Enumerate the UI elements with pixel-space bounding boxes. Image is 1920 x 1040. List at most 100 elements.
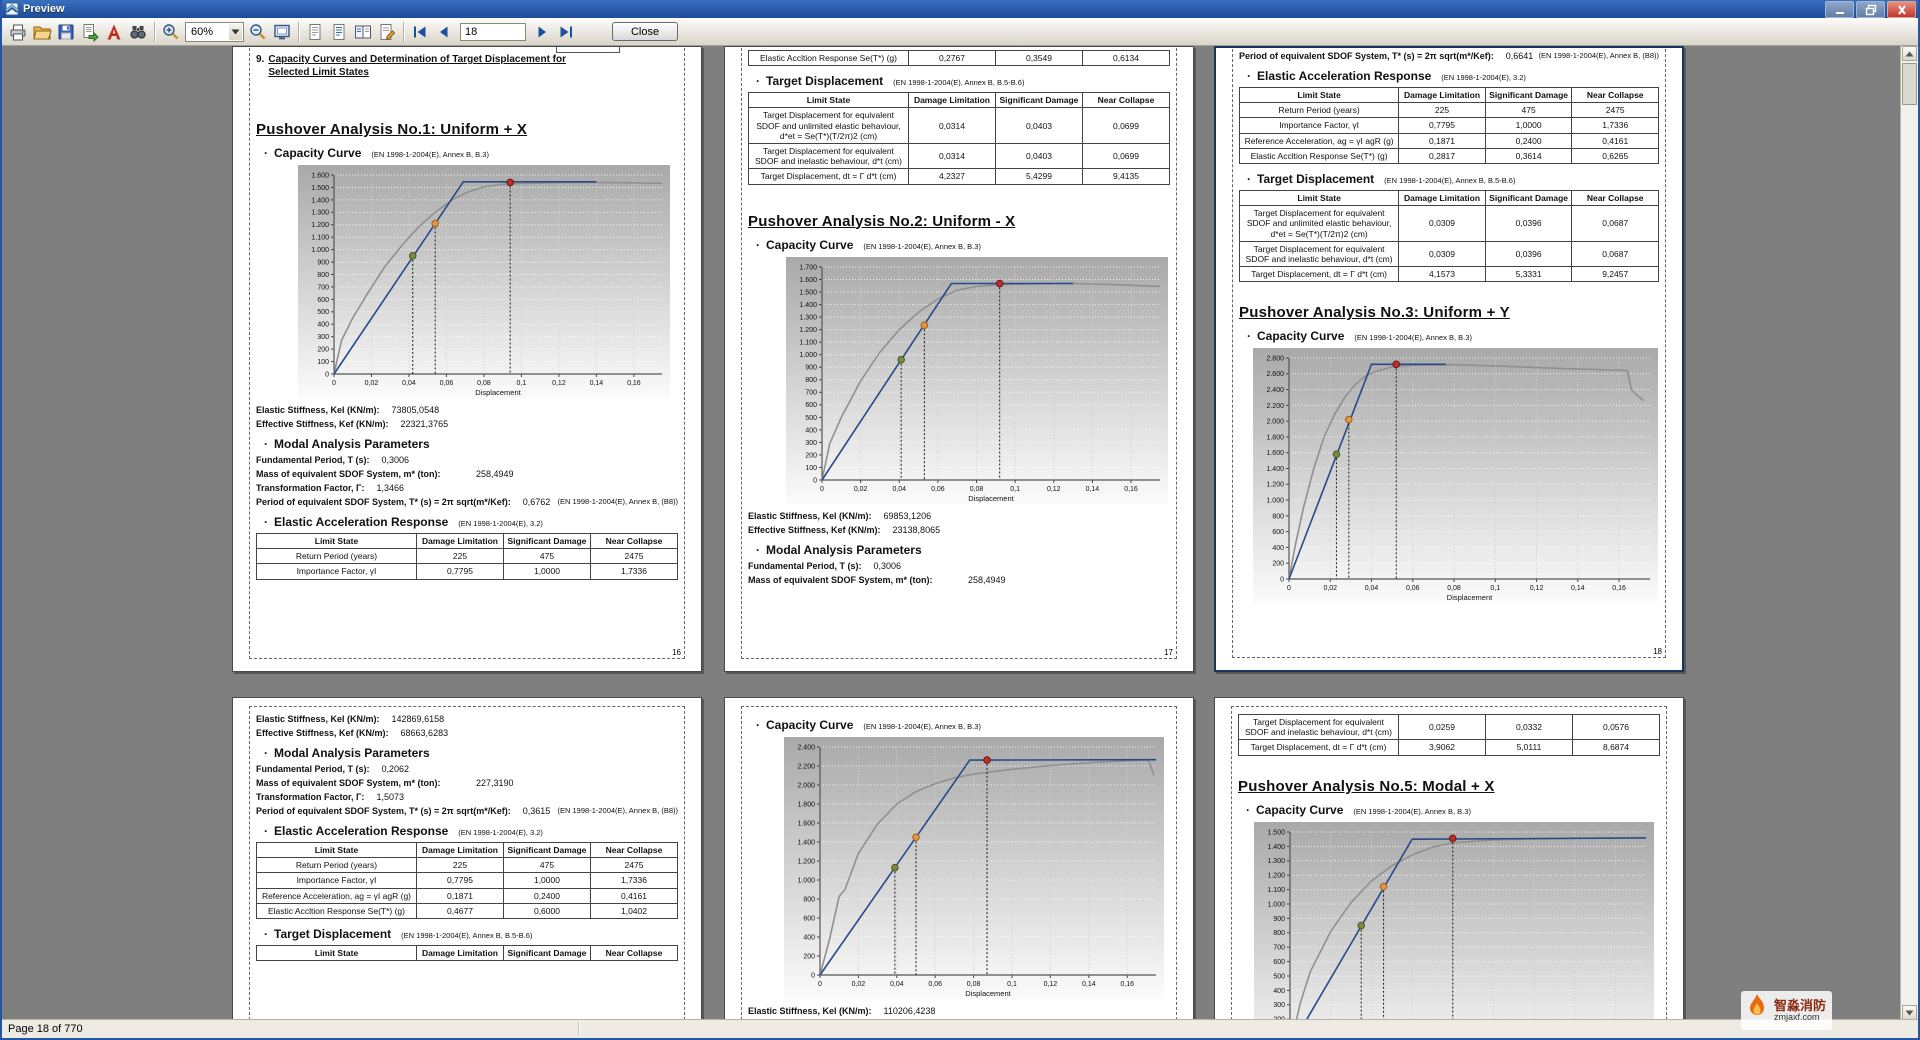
marker-damage-limitation [891,863,899,872]
find-button[interactable] [126,20,150,44]
continuous-view-button[interactable] [327,20,351,44]
scrollbar-thumb[interactable] [1902,63,1917,105]
section-heading: 9. Capacity Curves and Determination of T… [256,54,678,79]
save-button[interactable] [54,20,78,44]
value-cell: 0,7795 [415,563,504,580]
vertical-scrollbar[interactable] [1900,46,1918,1020]
page-18[interactable]: 18 (EN 1998-1-2004(E), Annex B, (B8)) Peri… [1214,46,1684,672]
minimize-button[interactable] [1825,1,1854,18]
svg-text:1.400: 1.400 [1266,466,1284,473]
page-number-input[interactable] [460,22,526,41]
svg-text:1.300: 1.300 [799,314,817,321]
chart-container: 0 200 400 600 800 1.000 1.200 1.400 1.600 1.800 2.… [784,737,1170,1001]
value-cell: 1,0000 [502,563,591,580]
table-row: Importance Factor, γI 0,7795 1,0000 1,7336 [256,872,679,889]
facing-pages-view-button[interactable] [351,20,375,44]
value-cell: 0,1871 [1398,132,1486,149]
code-reference: (EN 1998-1-2004(E), Annex B, B.3) [863,241,981,251]
table-header-cell: Near Collapse [589,944,679,962]
zoom-select[interactable]: 60% [185,21,244,42]
export-button[interactable] [78,20,102,44]
row-label-cell: Elastic Accltion Response Se(T*) (g) [256,902,417,919]
value-cell: 0,2767 [907,49,996,67]
close-preview-button[interactable]: Close [612,22,678,41]
svg-text:2.400: 2.400 [1266,387,1284,394]
subsection-heading: · Target Displacement (EN 1998-1-2004(E), … [264,927,678,941]
chevron-down-icon[interactable] [229,23,242,40]
fit-page-button[interactable] [270,20,294,44]
svg-text:400: 400 [1273,987,1285,994]
pdf-button[interactable] [102,20,126,44]
page-5[interactable]: · Capacity Curve (EN 1998-1-2004(E), Annex… [724,697,1194,1020]
marker-significant-damage [920,320,929,329]
zoom-out-button[interactable] [246,20,270,44]
page-content: 9. Capacity Curves and Determination of T… [250,47,684,658]
scroll-down-icon[interactable] [1902,1005,1917,1020]
print-button[interactable] [6,20,30,44]
table-header-cell: Damage Limitation [415,532,504,550]
svg-text:800: 800 [803,896,815,903]
subsection-heading: · Elastic Acceleration Response (EN 1998-1… [1247,69,1659,83]
row-label-cell: Return Period (years) [256,548,417,565]
value-cell: 1,0000 [1484,117,1573,134]
maximize-button[interactable] [1856,1,1885,18]
table-row: Return Period (years) 225 475 2475 [256,857,679,874]
value-cell: 0,0332 [1484,713,1573,741]
table-row: Target Displacement for equivalent SDOF … [1238,240,1659,268]
value-cell: 2475 [589,857,679,874]
subsection-title: Modal Analysis Parameters [766,542,922,557]
zoom-value: 60% [191,25,214,38]
code-reference: (EN 1998-1-2004(E), Annex B, B.5-B.6) [1384,175,1516,185]
page-16[interactable]: 16 9. Capacity Curves and Determination of… [232,46,702,672]
svg-text:500: 500 [805,414,817,421]
page-17[interactable]: 17 Elastic Accltion Response Se(T*) (g) 0,… [724,46,1194,672]
close-window-button[interactable] [1887,1,1916,18]
parameter-row: (EN 1998-1-2004(E), Annex B, (B8)) Period… [256,497,678,507]
svg-text:0: 0 [1287,585,1291,592]
statusbar-separator [578,1022,579,1036]
subsection-heading: · Elastic Acceleration Response (EN 1998-1… [264,824,678,838]
last-page-button[interactable] [554,20,578,44]
marker-damage-limitation [408,252,417,260]
edit-page-button[interactable] [375,20,399,44]
svg-text:400: 400 [803,934,815,941]
svg-text:0: 0 [332,380,336,387]
single-page-view-button[interactable] [303,20,327,44]
table-row: Return Period (years) 225 475 2475 [256,548,679,565]
capacity-curve-chart: 01002003004005006007008009001.0001.1001.… [1254,821,1654,1020]
value-cell: 225 [1398,102,1486,119]
zoom-in-button[interactable] [159,20,183,44]
table-row: Elastic Accltion Response Se(T*) (g) 0,28… [1238,147,1659,164]
analysis-heading: Pushover Analysis No.3: Uniform + Y [1239,304,1510,322]
table-header-cell: Limit State [1238,86,1400,104]
parameter-label: Effective Stiffness, Kef (KN/m): [748,524,881,535]
svg-text:1.200: 1.200 [311,222,329,229]
analysis-heading: Pushover Analysis No.2: Uniform - X [748,212,1016,230]
scroll-up-icon[interactable] [1902,46,1917,61]
table-header-cell: Near Collapse [1571,86,1659,104]
previous-page-button[interactable] [432,20,456,44]
capacity-curve [819,759,1155,976]
table-header-cell: Damage Limitation [415,841,504,859]
open-button[interactable] [30,20,54,44]
first-page-button[interactable] [408,20,432,44]
status-bar: Page 18 of 770 [2,1019,1918,1038]
value-cell: 0,0687 [1571,205,1659,242]
bullet-icon: · [1247,171,1251,186]
page-6[interactable]: Target Displacement for equivalent SDOF … [1214,697,1684,1020]
capacity-curve-chart: 0 200 400 600 800 1.000 1.200 1.400 1.600 1.800 2.… [784,737,1164,999]
svg-text:Displacement: Displacement [475,388,521,397]
parameter-row: Mass of equivalent SDOF System, m* (ton)… [748,575,1170,585]
page-4[interactable]: Elastic Stiffness, Kel (KN/m): 142869,615… [232,697,702,1020]
table-header-cell: Significant Damage [502,944,591,962]
svg-text:600: 600 [1272,529,1284,536]
subsection-heading: · Modal Analysis Parameters [264,746,678,760]
value-cell: 3,9062 [1397,739,1486,756]
marker-significant-damage [431,219,440,228]
svg-text:200: 200 [805,452,817,459]
table-header-cell: Limit State [1238,189,1400,207]
value-cell: 0,0699 [1081,142,1171,170]
analysis-heading: Pushover Analysis No.5: Modal + X [1238,777,1495,795]
value-cell: 1,7336 [589,872,679,889]
next-page-button[interactable] [530,20,554,44]
